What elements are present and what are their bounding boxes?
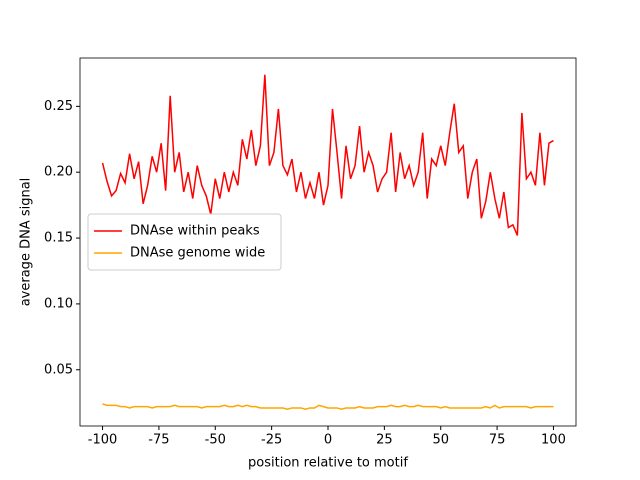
x-tick-label: 25: [376, 433, 393, 448]
y-tick-label: 0.20: [44, 165, 73, 180]
y-tick-label: 0.10: [44, 296, 73, 311]
x-tick-label: -25: [261, 433, 282, 448]
data-line: [102, 403, 554, 411]
y-tick-label: 0.15: [44, 231, 73, 246]
x-tick-label: 75: [489, 433, 506, 448]
y-tick-label: 0.25: [44, 99, 73, 114]
x-tick-label: 0: [324, 433, 332, 448]
x-tick-label: -100: [88, 433, 118, 448]
x-axis-label: position relative to motif: [248, 456, 408, 471]
data-line: [101, 74, 554, 236]
x-tick-label: 50: [432, 433, 449, 448]
legend-box: [87, 213, 282, 271]
x-tick-label: -75: [148, 433, 169, 448]
legend-label: DNAse genome wide: [130, 246, 265, 261]
y-axis-label: average DNA signal: [19, 178, 34, 307]
legend-label: DNAse within peaks: [130, 224, 260, 239]
x-tick-label: -50: [205, 433, 226, 448]
x-tick-label: 100: [541, 433, 566, 448]
plot-frame: [79, 57, 577, 427]
y-tick-label: 0.05: [44, 362, 73, 377]
